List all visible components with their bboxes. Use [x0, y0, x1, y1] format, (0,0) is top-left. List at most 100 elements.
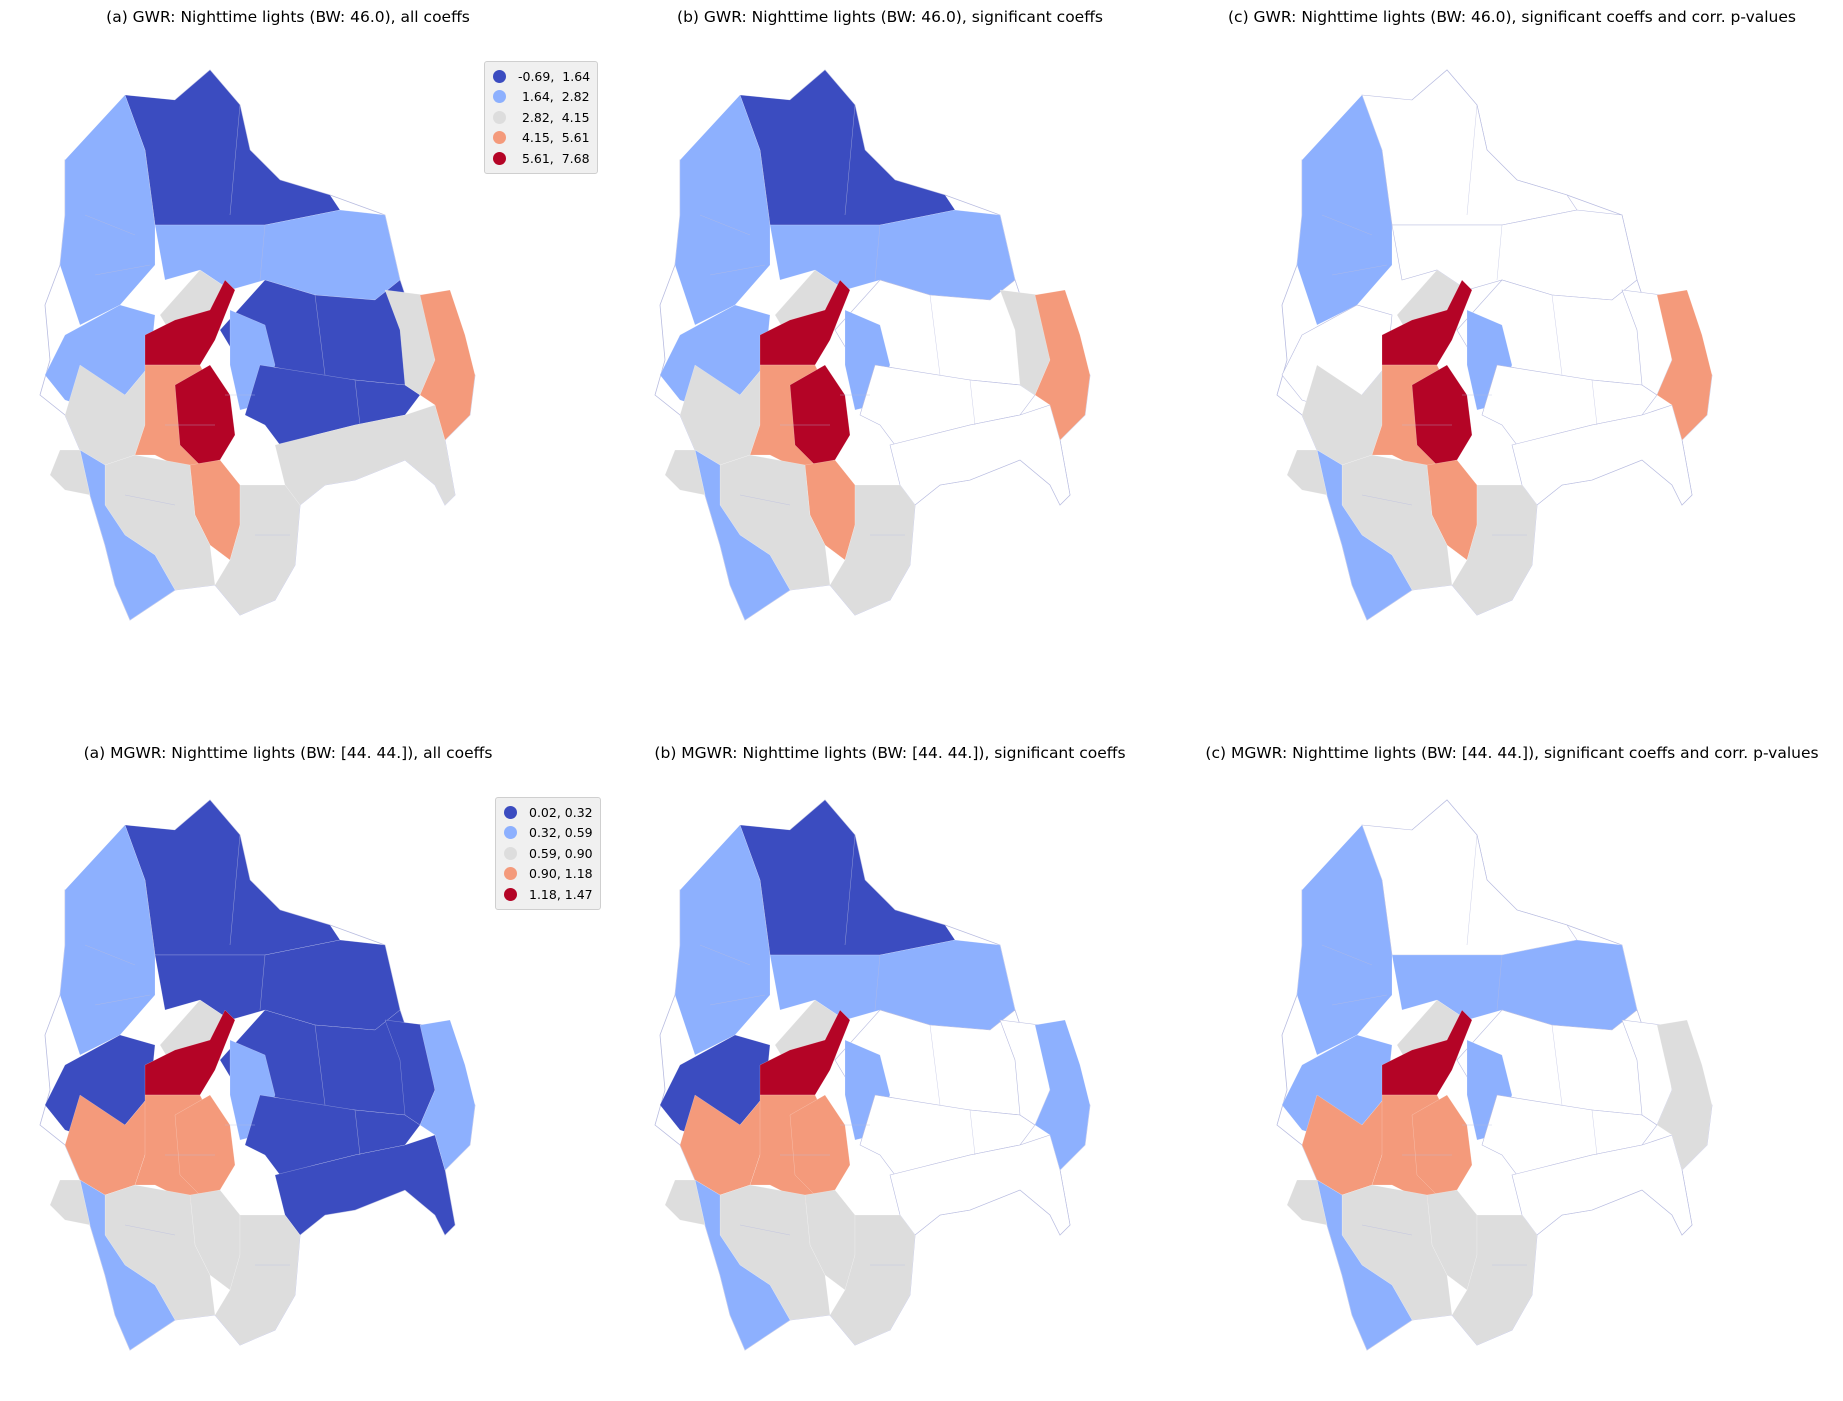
- region-southE: [889, 404, 1071, 506]
- legend-label: 0.32, 0.59: [529, 825, 593, 841]
- municipal-boundary: [1321, 214, 1373, 236]
- map-gwr-corrected: [1276, 69, 1713, 621]
- region-swPeak: [49, 449, 91, 496]
- region-eastEnd: [1034, 289, 1091, 441]
- municipal-boundary: [969, 379, 976, 426]
- panel-title-gwr-all: (a) GWR: Nighttime lights (BW: 46.0), al…: [106, 8, 470, 26]
- region-eastEnd: [419, 1019, 476, 1171]
- municipal-boundary: [1381, 149, 1393, 226]
- region-southE: [274, 1134, 456, 1236]
- legend-dot-class1: [493, 69, 506, 83]
- municipal-boundary: [874, 954, 881, 1011]
- region-chuq: [789, 364, 851, 466]
- legend-mgwr: 0.02, 0.32 0.32, 0.59 0.59, 0.90 0.90, 1…: [495, 797, 601, 910]
- legend-entry: 0.90, 1.18: [504, 864, 593, 885]
- municipal-boundary: [1466, 104, 1478, 216]
- municipal-boundary: [84, 214, 136, 236]
- region-eastEnd: [1656, 289, 1713, 441]
- municipal-boundary: [1591, 1109, 1598, 1156]
- legend-label: 4.15, 5.61: [518, 130, 590, 146]
- legend-label: 1.64, 2.82: [518, 89, 590, 105]
- region-westhigh: [59, 824, 156, 1056]
- municipal-boundary: [1551, 294, 1563, 376]
- region-westhigh: [1296, 94, 1393, 326]
- municipal-boundary: [844, 834, 856, 946]
- region-chaco: [1451, 484, 1538, 616]
- legend-dot-class4: [504, 867, 517, 881]
- municipal-boundary: [759, 879, 771, 956]
- panel-title-mgwr-significant: (b) MGWR: Nighttime lights (BW: [44. 44.…: [654, 744, 1126, 762]
- municipal-boundary: [259, 954, 266, 1011]
- legend-entry: 1.18, 1.47: [504, 884, 593, 905]
- municipal-boundary: [1496, 954, 1503, 1011]
- panel-title-mgwr-corrected: (c) MGWR: Nighttime lights (BW: [44. 44.…: [1205, 744, 1819, 762]
- panel-title-gwr-corrected: (c) GWR: Nighttime lights (BW: 46.0), si…: [1228, 8, 1796, 26]
- region-southW: [1316, 1179, 1413, 1351]
- region-chaco: [214, 484, 301, 616]
- region-eastEnd: [1034, 1019, 1091, 1171]
- region-swPeak: [664, 449, 706, 496]
- region-chaco: [829, 1214, 916, 1346]
- region-southW: [694, 1179, 791, 1351]
- region-southW: [79, 449, 176, 621]
- region-swPeak: [1286, 1179, 1328, 1226]
- map-gwr-significant: [654, 69, 1091, 621]
- region-swPeak: [664, 1179, 706, 1226]
- legend-dot-class2: [504, 826, 517, 840]
- municipal-boundary: [709, 264, 766, 276]
- region-eastEnd: [1656, 1019, 1713, 1171]
- legend-entry: 1.64, 2.82: [493, 87, 590, 108]
- legend-label: 0.59, 0.90: [529, 845, 593, 861]
- region-southW: [79, 1179, 176, 1351]
- region-north: [1361, 69, 1578, 226]
- legend-entry: 5.61, 7.68: [493, 148, 590, 169]
- municipal-boundary: [94, 264, 151, 276]
- region-north: [739, 799, 956, 956]
- legend-entry: 4.15, 5.61: [493, 128, 590, 149]
- legend-label: 5.61, 7.68: [518, 150, 590, 166]
- municipal-boundary: [144, 149, 156, 226]
- legend-dot-class1: [504, 805, 517, 819]
- municipal-boundary: [969, 1109, 976, 1156]
- region-chuq: [1411, 364, 1473, 466]
- municipal-boundary: [94, 994, 151, 1006]
- municipal-boundary: [699, 944, 751, 966]
- region-chuq: [789, 1094, 851, 1196]
- region-westhigh: [674, 824, 771, 1056]
- municipal-boundary: [1331, 994, 1388, 1006]
- legend-entry: 0.32, 0.59: [504, 823, 593, 844]
- legend-dot-class4: [493, 131, 506, 145]
- region-chuq: [174, 1094, 236, 1196]
- legend-label: 0.90, 1.18: [529, 866, 593, 882]
- municipal-boundary: [739, 494, 791, 506]
- legend-dot-class3: [493, 110, 506, 124]
- municipal-boundary: [314, 294, 326, 376]
- legend-dot-class5: [493, 151, 506, 165]
- municipal-boundary: [124, 494, 176, 506]
- region-chaco: [214, 1214, 301, 1346]
- municipal-boundary: [759, 149, 771, 226]
- municipal-boundary: [1321, 944, 1373, 966]
- legend-gwr: -0.69, 1.64 1.64, 2.82 2.82, 4.15 4.15, …: [484, 61, 599, 174]
- region-north: [124, 799, 341, 956]
- region-westhigh: [1296, 824, 1393, 1056]
- region-chuq: [174, 364, 236, 466]
- municipal-boundary: [929, 294, 941, 376]
- municipal-boundary: [124, 1224, 176, 1236]
- municipal-boundary: [229, 104, 241, 216]
- municipal-boundary: [84, 944, 136, 966]
- municipal-boundary: [709, 994, 766, 1006]
- municipal-boundary: [1361, 494, 1413, 506]
- municipal-boundary: [1331, 264, 1388, 276]
- region-southE: [1511, 1134, 1693, 1236]
- legend-entry: -0.69, 1.64: [493, 66, 590, 87]
- municipal-boundary: [929, 1024, 941, 1106]
- region-southW: [1316, 449, 1413, 621]
- municipal-boundary: [1466, 834, 1478, 946]
- legend-dot-class5: [504, 887, 517, 901]
- municipal-boundary: [314, 1024, 326, 1106]
- municipal-boundary: [354, 379, 361, 426]
- map-mgwr-corrected: [1276, 799, 1713, 1351]
- municipal-boundary: [259, 224, 266, 281]
- region-southW: [694, 449, 791, 621]
